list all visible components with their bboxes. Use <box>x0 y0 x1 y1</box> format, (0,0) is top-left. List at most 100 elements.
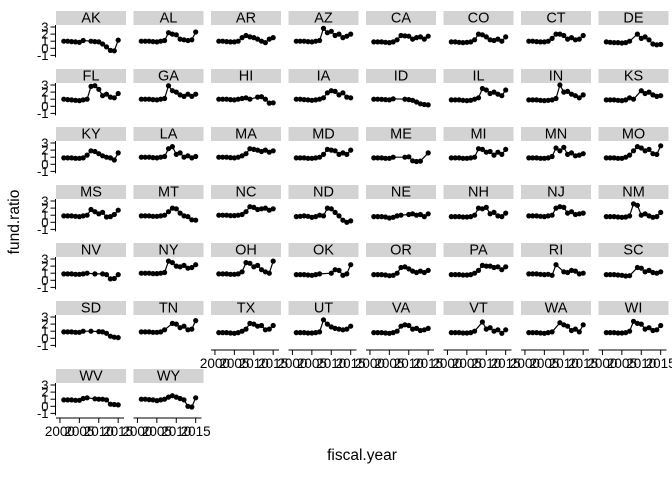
data-point <box>472 212 478 218</box>
data-point <box>568 35 575 41</box>
data-point <box>193 217 199 223</box>
data-point <box>181 262 187 268</box>
x-tick-label: 2015 <box>181 424 211 439</box>
strip-label: NY <box>158 243 178 259</box>
data-point <box>231 213 237 219</box>
data-point <box>258 322 265 329</box>
data-point <box>464 330 470 336</box>
data-point <box>227 155 234 161</box>
data-point <box>239 269 245 275</box>
x-tick-label: 2010 <box>394 356 424 371</box>
strip-label: PA <box>469 243 488 259</box>
data-point <box>115 335 121 341</box>
panel-CT: CT <box>521 11 591 45</box>
data-point <box>417 34 423 40</box>
data-point <box>553 31 559 37</box>
data-point <box>565 36 571 42</box>
strip-label: MD <box>312 127 335 143</box>
data-point <box>479 262 485 268</box>
data-point <box>146 329 152 335</box>
data-point <box>603 272 609 278</box>
strip <box>288 243 359 257</box>
strip <box>521 69 591 83</box>
data-point <box>173 32 179 38</box>
data-point <box>417 101 423 107</box>
data-point <box>65 38 71 44</box>
data-point <box>619 330 625 336</box>
data-point <box>107 333 113 339</box>
data-point <box>301 97 307 103</box>
data-point <box>375 330 381 336</box>
data-point <box>146 96 152 102</box>
data-point <box>181 154 187 160</box>
strip <box>288 69 359 83</box>
data-point <box>297 155 303 161</box>
strip-label: KY <box>81 127 101 143</box>
data-point <box>499 214 505 220</box>
data-point <box>549 329 555 335</box>
data-point <box>557 204 563 210</box>
data-point <box>611 272 617 278</box>
data-point <box>332 209 338 215</box>
data-point <box>503 210 509 216</box>
data-point <box>627 213 633 219</box>
data-point <box>382 214 389 220</box>
data-point <box>185 37 191 44</box>
panel-ND: ND <box>288 185 359 225</box>
data-point <box>111 157 117 163</box>
y-tick-label: 3 <box>41 378 48 393</box>
data-point <box>224 271 230 277</box>
data-point <box>193 91 199 97</box>
data-point <box>402 96 408 102</box>
data-point <box>413 212 420 218</box>
data-point <box>239 211 245 218</box>
strip-label: UT <box>314 301 333 317</box>
data-point <box>173 89 179 95</box>
strip <box>598 11 669 25</box>
x-tick-label: 2015 <box>646 356 672 371</box>
x-tick-label: 2005 <box>374 356 404 371</box>
panel-KS: KS <box>598 69 669 104</box>
data-point <box>165 83 172 89</box>
data-point <box>293 330 299 336</box>
data-point <box>568 209 575 215</box>
data-point <box>96 329 102 335</box>
data-point <box>224 330 230 336</box>
data-point <box>340 272 346 278</box>
data-point <box>239 153 245 159</box>
panel-OK: OK <box>288 243 359 278</box>
data-point <box>658 322 664 329</box>
strip-label: MI <box>470 127 486 143</box>
strip-label: DE <box>623 11 643 27</box>
data-point <box>243 32 249 39</box>
data-point <box>390 330 396 336</box>
panel-AL: AL <box>133 11 204 45</box>
data-point <box>328 206 334 212</box>
strip <box>288 11 359 25</box>
data-point <box>162 396 168 402</box>
data-point <box>243 209 249 215</box>
x-tick-label: 2010 <box>471 356 501 371</box>
data-point <box>92 148 98 155</box>
data-point <box>530 330 536 336</box>
data-point <box>526 330 532 336</box>
data-point <box>615 272 621 278</box>
panel-NH: NH <box>443 185 514 220</box>
data-point <box>464 39 470 45</box>
data-point <box>115 37 121 43</box>
x-tick-label: 2000 <box>122 424 152 439</box>
data-point <box>297 213 303 219</box>
data-point <box>460 97 466 103</box>
x-tick-label: 2010 <box>84 424 114 439</box>
data-point <box>658 143 664 149</box>
strip <box>366 11 436 25</box>
data-point <box>216 330 222 336</box>
data-point <box>572 211 579 218</box>
data-point <box>549 97 555 103</box>
data-point <box>402 154 408 160</box>
strip <box>521 11 591 25</box>
data-point <box>452 330 458 336</box>
data-point <box>425 33 431 39</box>
panel-MT: MT <box>133 185 204 223</box>
